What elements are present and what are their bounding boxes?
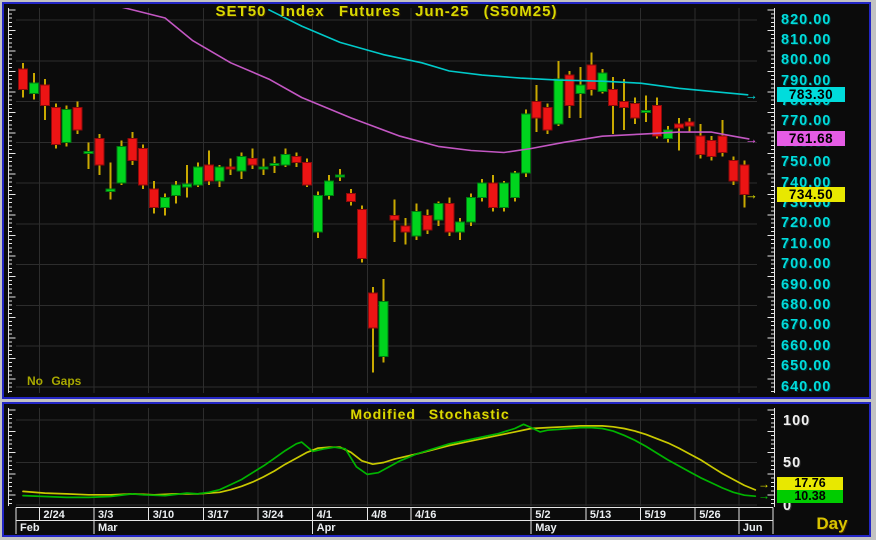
price-axis-label: 820.00 [781,11,832,28]
month-label: May [535,522,557,534]
main-chart-panel[interactable] [2,2,871,399]
week-label: 4/16 [415,509,437,521]
week-label: 3/17 [207,509,229,521]
stochastic-tag-percent-k: 10.38 [777,490,843,503]
price-axis-label: 640.00 [781,378,832,395]
week-label: 4/8 [371,509,387,521]
month-label: Mar [98,522,118,534]
price-axis-label: 740.00 [781,174,832,191]
stochastic-axis-label: 0 [783,497,793,514]
week-label: 3/3 [98,509,114,521]
stochastic-axis-label: 50 [783,455,802,471]
week-label: 5/19 [644,509,666,521]
price-axis-label: 660.00 [781,337,832,354]
price-axis-label: 790.00 [781,72,832,89]
price-axis-label: 720.00 [781,215,832,232]
price-axis-label: 670.00 [781,317,832,334]
stochastic-panel[interactable] [2,402,871,537]
price-axis-label: 750.00 [781,154,832,171]
month-label: Jun [742,522,763,534]
week-label: 5/2 [535,509,551,521]
week-label: 5/26 [699,509,721,521]
week-label: 4/1 [316,509,332,521]
price-axis-label: 810.00 [781,31,832,48]
stochastic-axis-label: 100 [783,412,811,429]
week-label: 3/24 [261,509,284,521]
price-axis-label: 680.00 [781,296,832,313]
month-label: Apr [316,522,336,534]
stochastic-title: Modified Stochastic [350,406,510,422]
month-label: Feb [20,522,40,534]
week-label: 3/10 [152,509,175,521]
week-label: 2/24 [43,509,65,521]
stochastic-tag-percent-d: 17.76 [777,477,843,490]
price-axis-label: 690.00 [781,276,832,293]
price-tag-last-price: 734.50 [777,186,845,202]
price-tag-short-moving-average: 761.68 [777,131,845,147]
price-axis-label: 650.00 [781,358,832,375]
price-tag-long-moving-average: 783.30 [777,87,845,103]
no-gaps-label: No Gaps [27,374,82,388]
price-axis-label: 770.00 [781,113,832,130]
price-axis-label: 710.00 [781,235,832,252]
price-axis-label: 800.00 [781,52,832,69]
price-axis-label: 700.00 [781,256,832,273]
week-label: 5/13 [589,509,612,521]
main-chart-title: SET50 Index Futures Jun-25 (S50M25) [215,3,558,20]
period-label: Day [816,514,848,533]
